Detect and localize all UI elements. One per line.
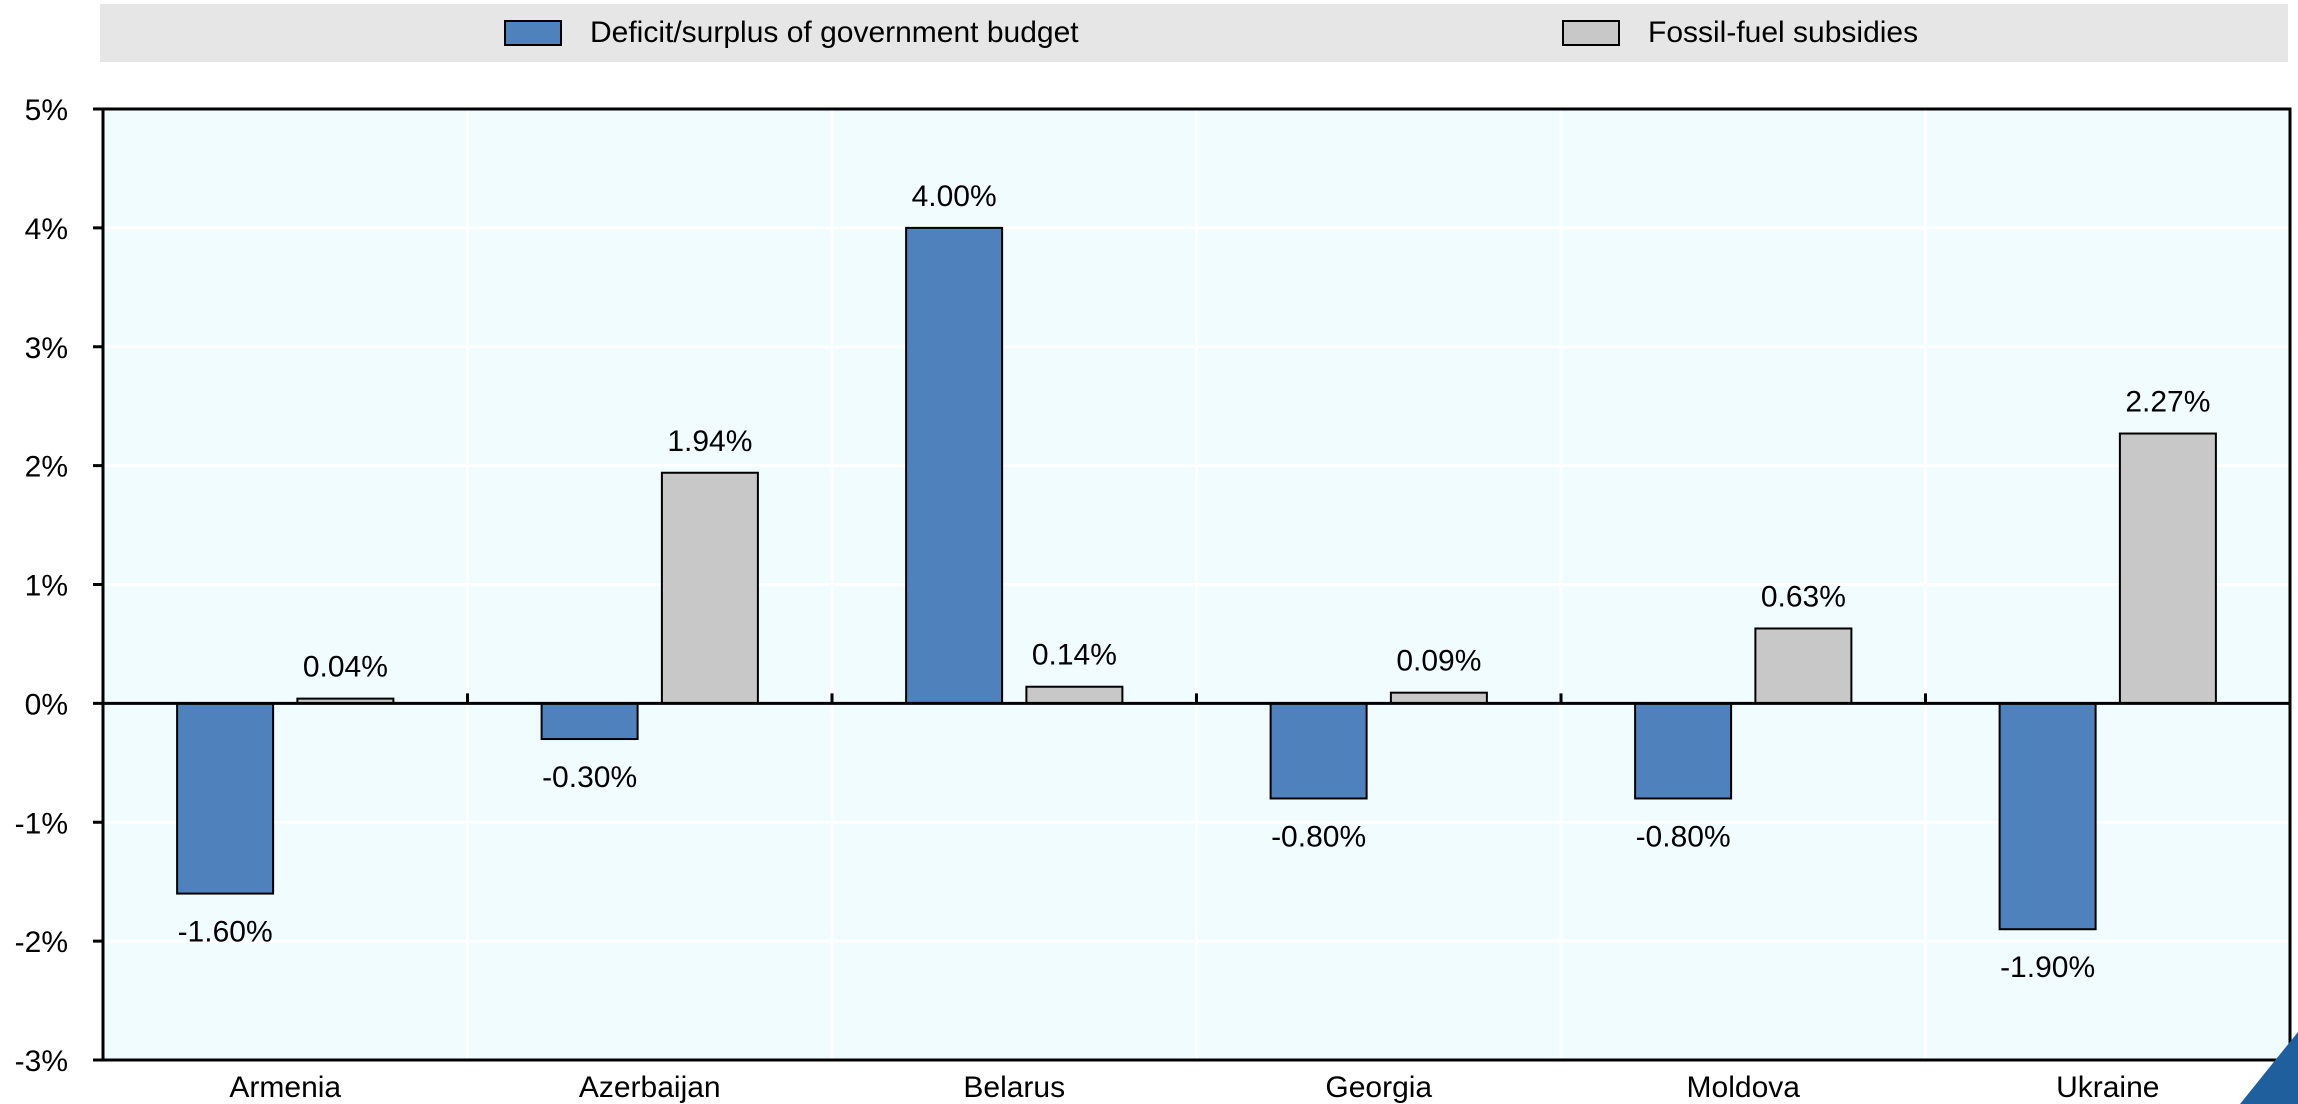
bar-subsidies [1754,627,1853,705]
y-tick-label: 5% [25,94,68,127]
data-label: -0.30% [542,761,637,794]
x-tick-label: Azerbaijan [579,1071,721,1104]
bar-subsidies [2118,432,2217,705]
legend-item-deficit: Deficit/surplus of government budget [504,4,1079,62]
legend-swatch-deficit [504,20,562,46]
bar-subsidies [1389,691,1488,705]
data-label: 0.09% [1396,645,1481,678]
bar-deficit [1634,702,1733,800]
y-tick-label: 3% [25,332,68,365]
y-tick-label: 2% [25,451,68,484]
data-label: -0.80% [1271,820,1366,853]
legend-swatch-subsidies [1562,20,1620,46]
y-tick-label: 1% [25,570,68,603]
data-label: 1.94% [667,425,752,458]
bar-subsidies [660,471,759,705]
y-tick-label: 4% [25,213,68,246]
x-tick-label: Moldova [1687,1071,1801,1104]
bar-deficit [176,702,275,895]
data-label: 0.04% [303,651,388,684]
data-label: 0.14% [1032,639,1117,672]
legend-label-subsidies: Fossil-fuel subsidies [1648,16,1919,49]
y-tick-label: -3% [15,1045,68,1078]
x-tick-label: Ukraine [2056,1071,2159,1104]
data-label: 4.00% [912,180,997,213]
bar-deficit [905,226,1004,705]
y-tick-label: -2% [15,926,68,959]
legend-label-deficit: Deficit/surplus of government budget [590,16,1079,49]
bar-subsidies [1025,685,1124,705]
data-label: 0.63% [1761,580,1846,613]
bar-deficit [1269,702,1368,800]
corner-logo-mark [2240,1032,2298,1104]
x-tick-label: Armenia [229,1071,341,1104]
data-label: -1.60% [178,916,273,949]
chart-legend: Deficit/surplus of government budget Fos… [100,4,2288,62]
bar-deficit [1998,702,2097,931]
bar-deficit [540,702,639,741]
x-tick-label: Georgia [1325,1071,1432,1104]
data-label: -0.80% [1636,820,1731,853]
x-tick-label: Belarus [963,1071,1065,1104]
data-label: 2.27% [2125,386,2210,419]
legend-item-subsidies: Fossil-fuel subsidies [1562,4,1918,62]
y-tick-label: -1% [15,807,68,840]
y-tick-label: 0% [25,688,68,721]
data-label: -1.90% [2000,951,2095,984]
